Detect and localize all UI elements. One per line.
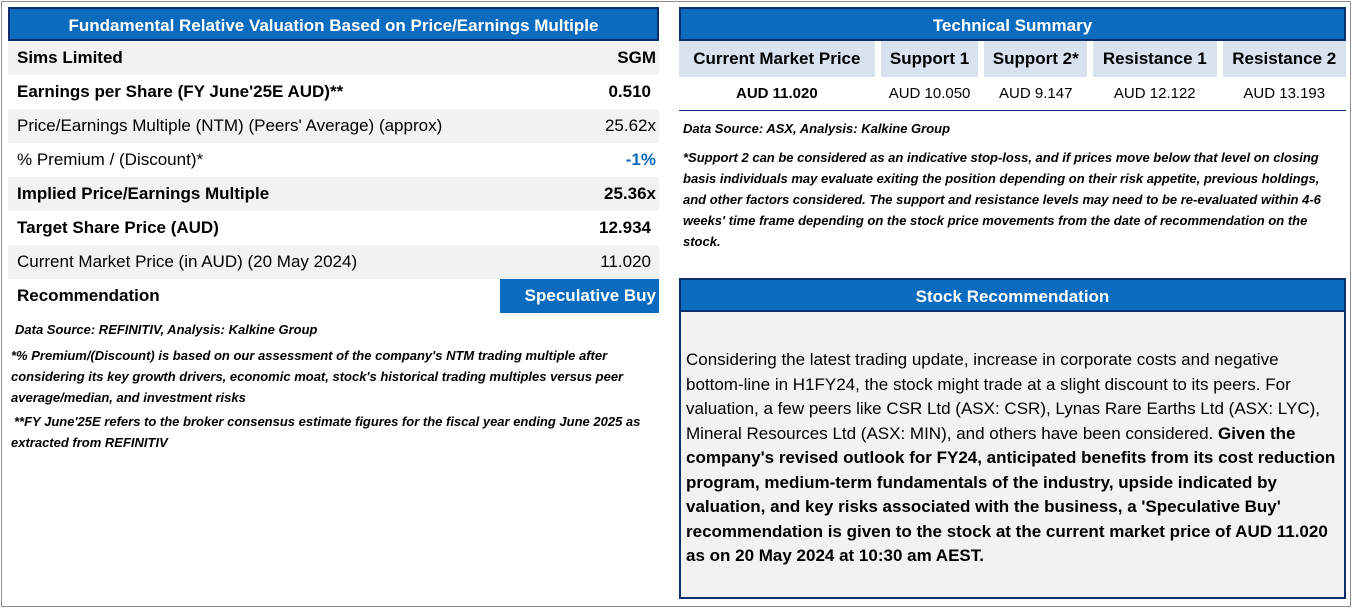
current-price-cell: AUD 11.020	[679, 77, 875, 110]
pe-peers-value: 25.62x	[499, 109, 659, 143]
pe-peers-label: Price/Earnings Multiple (NTM) (Peers' Av…	[8, 109, 500, 143]
support-footnote: *Support 2 can be considered as an indic…	[683, 150, 1321, 249]
recommendation-title: Stock Recommendation	[679, 278, 1346, 312]
valuation-table: Sims Limited SGM Earnings per Share (FY …	[8, 41, 659, 313]
table-row: AUD 11.020 AUD 10.050 AUD 9.147 AUD 12.1…	[679, 77, 1346, 110]
fy-footnote: **FY June'25E refers to the broker conse…	[11, 414, 641, 450]
col-current-price: Current Market Price	[679, 41, 875, 77]
support-1-cell: AUD 10.050	[874, 77, 979, 110]
implied-pe-label: Implied Price/Earnings Multiple	[8, 177, 500, 211]
current-price-label: Current Market Price (in AUD) (20 May 20…	[8, 245, 500, 279]
col-support-1: Support 1	[874, 41, 979, 77]
premium-value: -1%	[625, 150, 656, 169]
technical-table: Current Market Price Support 1 Support 2…	[679, 41, 1346, 111]
premium-footnote: *% Premium/(Discount) is based on our as…	[11, 348, 624, 405]
ticker: SGM	[499, 41, 659, 75]
table-row: Implied Price/Earnings Multiple 25.36x	[8, 177, 659, 211]
table-row: % Premium / (Discount)* -1%	[8, 143, 659, 177]
target-price-label: Target Share Price (AUD)	[17, 218, 219, 237]
recommendation-value: Speculative Buy	[499, 279, 659, 313]
premium-label: % Premium / (Discount)*	[17, 150, 204, 169]
resistance-2-cell: AUD 13.193	[1216, 77, 1346, 110]
valuation-source: Data Source: REFINITIV, Analysis: Kalkin…	[15, 322, 318, 337]
col-resistance-2: Resistance 2	[1216, 41, 1346, 77]
recommendation-rationale: Considering the latest trading update, i…	[686, 350, 1320, 443]
recommendation-conclusion: Given the company's revised outlook for …	[686, 423, 1336, 566]
table-row: Price/Earnings Multiple (NTM) (Peers' Av…	[8, 109, 659, 143]
resistance-1-cell: AUD 12.122	[1087, 77, 1217, 110]
company-name: Sims Limited	[8, 41, 500, 75]
recommendation-text: Considering the latest trading update, i…	[679, 312, 1346, 599]
support-2-cell: AUD 9.147	[978, 77, 1088, 110]
eps-label: Earnings per Share (FY June'25E AUD)**	[17, 82, 344, 101]
table-row: Current Market Price (in AUD) (20 May 20…	[8, 245, 659, 279]
table-row: Target Share Price (AUD) 12.934	[8, 211, 659, 245]
eps-value: 0.510	[608, 82, 651, 101]
technical-title: Technical Summary	[679, 7, 1346, 41]
table-header-row: Current Market Price Support 1 Support 2…	[679, 41, 1346, 77]
col-support-2: Support 2*	[978, 41, 1088, 77]
implied-pe-value: 25.36x	[499, 177, 659, 211]
recommendation-label: Recommendation	[17, 286, 160, 305]
valuation-title: Fundamental Relative Valuation Based on …	[8, 7, 659, 41]
col-resistance-1: Resistance 1	[1087, 41, 1217, 77]
current-price-value: 11.020	[499, 245, 659, 279]
technical-source: Data Source: ASX, Analysis: Kalkine Grou…	[683, 121, 951, 136]
table-row: Earnings per Share (FY June'25E AUD)** 0…	[8, 75, 659, 109]
valuation-panel: Fundamental Relative Valuation Based on …	[8, 7, 659, 453]
table-row: Sims Limited SGM	[8, 41, 659, 75]
target-price-value: 12.934	[599, 218, 651, 237]
recommendation-panel: Stock Recommendation Considering the lat…	[679, 278, 1346, 599]
table-row: Recommendation Speculative Buy	[8, 279, 659, 313]
technical-panel: Technical Summary Current Market Price S…	[679, 7, 1346, 252]
